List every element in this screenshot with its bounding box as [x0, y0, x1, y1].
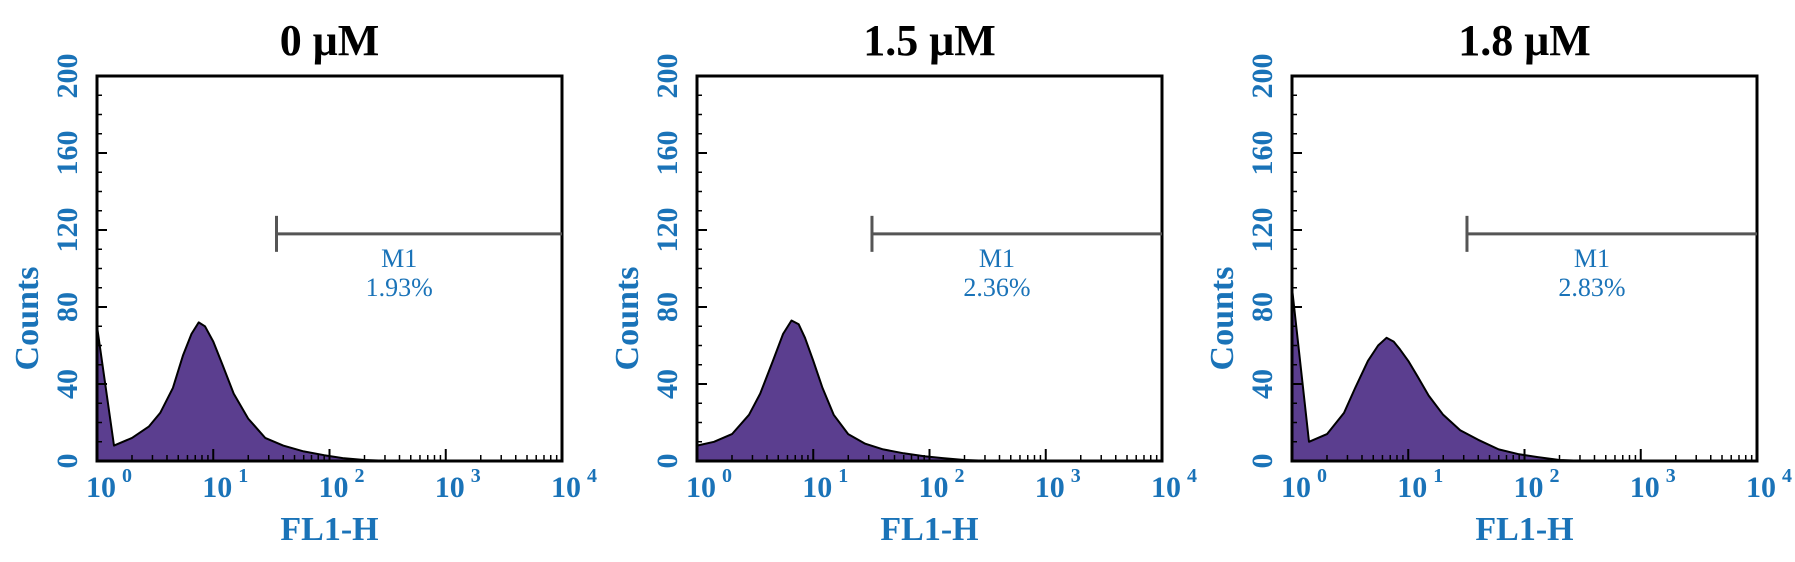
x-tick-label: 10	[686, 471, 716, 504]
y-axis-label: Counts	[609, 267, 646, 371]
x-tick-exponent: 3	[1666, 465, 1676, 487]
y-tick-label: 120	[1246, 208, 1279, 253]
marker-label: M1	[381, 244, 417, 273]
x-tick-label: 10	[802, 471, 832, 504]
x-tick-label: 10	[1281, 471, 1311, 504]
y-tick-label: 80	[51, 292, 84, 322]
y-tick-label: 200	[51, 54, 84, 99]
x-tick-label: 10	[319, 471, 349, 504]
marker-percent: 2.36%	[963, 273, 1030, 302]
marker-label: M1	[1574, 244, 1610, 273]
x-tick-label: 10	[551, 471, 581, 504]
marker-percent: 1.93%	[366, 273, 433, 302]
chart-title: 0 μM	[280, 16, 379, 65]
y-tick-label: 40	[1246, 369, 1279, 399]
x-tick-exponent: 4	[1187, 465, 1197, 487]
y-tick-label: 160	[1246, 131, 1279, 176]
x-tick-exponent: 3	[471, 465, 481, 487]
x-tick-exponent: 1	[838, 465, 848, 487]
y-tick-label: 120	[51, 208, 84, 253]
x-tick-exponent: 2	[955, 465, 965, 487]
y-tick-label: 80	[1246, 292, 1279, 322]
histogram-panel-2: 1.8 μM 0 40 80 120 160 200 10 0 10 1 10 2 10 3 10 4 FL1-H…	[1195, 0, 1795, 562]
marker-percent: 2.83%	[1558, 273, 1625, 302]
y-tick-label: 0	[1246, 454, 1279, 469]
x-tick-exponent: 0	[122, 465, 132, 487]
y-tick-label: 200	[651, 54, 684, 99]
x-tick-exponent: 1	[238, 465, 248, 487]
x-tick-exponent: 2	[355, 465, 365, 487]
marker-label: M1	[979, 244, 1015, 273]
x-tick-label: 10	[1397, 471, 1427, 504]
x-axis-label: FL1-H	[880, 511, 978, 548]
chart-title: 1.8 μM	[1458, 16, 1590, 65]
histogram-panel-1: 1.5 μM 0 40 80 120 160 200 10 0 10 1 10 2 10 3 10 4 FL1-H…	[600, 0, 1200, 562]
x-axis-label: FL1-H	[1475, 511, 1573, 548]
x-tick-label: 10	[1514, 471, 1544, 504]
x-tick-label: 10	[1151, 471, 1181, 504]
x-tick-exponent: 4	[1782, 465, 1792, 487]
x-tick-exponent: 3	[1071, 465, 1081, 487]
x-tick-label: 10	[1035, 471, 1065, 504]
x-tick-label: 10	[1746, 471, 1776, 504]
chart-title: 1.5 μM	[863, 16, 995, 65]
histogram-panel-0: 0 μM 0 40 80 120 160 200 10 0 10 1 10 2 10 3 10 4 FL1-H Co…	[0, 0, 600, 562]
y-tick-label: 0	[651, 454, 684, 469]
x-tick-label: 10	[1630, 471, 1660, 504]
x-tick-exponent: 4	[587, 465, 597, 487]
y-tick-label: 160	[651, 131, 684, 176]
y-tick-label: 160	[51, 131, 84, 176]
histogram-area	[1291, 286, 1758, 462]
x-tick-label: 10	[86, 471, 116, 504]
x-tick-exponent: 0	[722, 465, 732, 487]
x-tick-label: 10	[919, 471, 949, 504]
x-tick-exponent: 0	[1317, 465, 1327, 487]
y-tick-label: 120	[651, 208, 684, 253]
x-tick-label: 10	[435, 471, 465, 504]
x-tick-label: 10	[202, 471, 232, 504]
y-tick-label: 200	[1246, 54, 1279, 99]
y-axis-label: Counts	[9, 267, 46, 371]
x-tick-exponent: 1	[1433, 465, 1443, 487]
histogram-area	[96, 321, 563, 462]
x-tick-exponent: 2	[1550, 465, 1560, 487]
histogram-area	[696, 319, 1163, 462]
y-tick-label: 40	[651, 369, 684, 399]
y-tick-label: 40	[51, 369, 84, 399]
y-tick-label: 80	[651, 292, 684, 322]
x-axis-label: FL1-H	[280, 511, 378, 548]
y-tick-label: 0	[51, 454, 84, 469]
y-axis-label: Counts	[1204, 267, 1241, 371]
